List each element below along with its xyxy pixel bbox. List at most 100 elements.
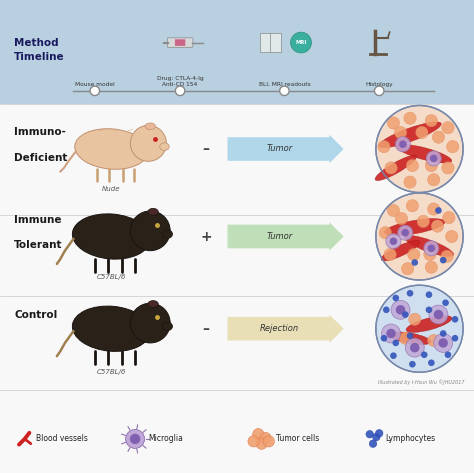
Circle shape [253, 429, 264, 440]
Text: Rejection: Rejection [260, 324, 300, 333]
Text: Lymphocytes: Lymphocytes [385, 434, 435, 444]
Circle shape [401, 229, 409, 236]
Text: Tumor cells: Tumor cells [276, 434, 319, 444]
Circle shape [407, 290, 413, 297]
Circle shape [126, 429, 145, 448]
Circle shape [428, 245, 435, 252]
Circle shape [424, 248, 436, 261]
Circle shape [410, 343, 419, 352]
Ellipse shape [381, 241, 420, 261]
Text: C57BL/6: C57BL/6 [97, 274, 126, 280]
FancyArrow shape [228, 222, 344, 251]
Text: Microglia: Microglia [148, 434, 183, 444]
Ellipse shape [379, 122, 441, 148]
Circle shape [435, 207, 442, 214]
Circle shape [396, 305, 405, 315]
Text: Blood vessels: Blood vessels [36, 434, 87, 444]
Circle shape [426, 151, 441, 166]
Text: –: – [203, 142, 210, 156]
Circle shape [447, 140, 459, 153]
Circle shape [424, 241, 439, 256]
Circle shape [387, 204, 400, 217]
Text: Control: Control [14, 310, 57, 321]
Ellipse shape [148, 301, 158, 308]
Circle shape [374, 86, 384, 96]
Text: MRI: MRI [295, 40, 307, 45]
Circle shape [379, 227, 392, 239]
Circle shape [260, 432, 271, 444]
Circle shape [431, 220, 444, 232]
Text: Immune: Immune [14, 215, 62, 225]
FancyBboxPatch shape [260, 33, 281, 52]
Circle shape [130, 303, 170, 343]
Circle shape [443, 211, 455, 224]
Circle shape [248, 436, 259, 447]
Circle shape [375, 429, 383, 437]
Circle shape [421, 351, 428, 358]
Circle shape [452, 316, 458, 323]
Text: Illustrated by I-Hsun Wu ©JHU2017: Illustrated by I-Hsun Wu ©JHU2017 [378, 380, 465, 385]
Circle shape [452, 335, 458, 342]
Circle shape [442, 299, 449, 306]
Ellipse shape [148, 208, 158, 216]
Text: Method
Timeline: Method Timeline [14, 38, 65, 62]
Circle shape [263, 436, 274, 447]
Text: Immuno-: Immuno- [14, 127, 66, 138]
Circle shape [425, 114, 438, 127]
Ellipse shape [145, 123, 155, 130]
Ellipse shape [406, 315, 452, 333]
Ellipse shape [160, 143, 169, 150]
Text: Histology: Histology [365, 82, 393, 87]
Circle shape [401, 263, 414, 275]
Circle shape [395, 212, 408, 225]
Circle shape [426, 307, 432, 313]
Circle shape [442, 162, 454, 174]
Circle shape [369, 440, 377, 447]
Circle shape [409, 313, 421, 325]
Circle shape [399, 332, 411, 344]
Circle shape [130, 211, 170, 251]
Ellipse shape [375, 155, 417, 181]
Circle shape [440, 330, 447, 337]
FancyArrow shape [228, 135, 344, 163]
Text: Drug: CTLA-4-Ig
Anti-CD 154: Drug: CTLA-4-Ig Anti-CD 154 [157, 76, 203, 87]
Ellipse shape [75, 129, 148, 169]
Circle shape [425, 159, 438, 172]
Circle shape [392, 295, 399, 301]
Circle shape [408, 248, 420, 261]
Circle shape [438, 338, 448, 348]
Text: Mouse model: Mouse model [75, 82, 115, 87]
Circle shape [405, 338, 424, 357]
Text: –: – [203, 322, 210, 336]
Circle shape [430, 155, 438, 162]
Text: Nude: Nude [102, 186, 121, 192]
Circle shape [407, 333, 413, 339]
Circle shape [434, 333, 453, 352]
Circle shape [90, 86, 100, 96]
Circle shape [434, 310, 443, 319]
Ellipse shape [384, 219, 445, 236]
Circle shape [446, 230, 458, 243]
Circle shape [402, 311, 409, 318]
Circle shape [256, 438, 267, 449]
Circle shape [445, 351, 451, 358]
Circle shape [366, 430, 374, 438]
Text: Deficient: Deficient [14, 152, 68, 163]
Circle shape [428, 174, 440, 186]
Circle shape [404, 176, 416, 188]
Text: Tolerant: Tolerant [14, 240, 63, 250]
Circle shape [406, 159, 419, 172]
Circle shape [378, 140, 390, 153]
Circle shape [381, 335, 387, 342]
Ellipse shape [404, 236, 454, 256]
Text: Tumor: Tumor [267, 144, 293, 154]
Circle shape [386, 329, 396, 338]
Circle shape [386, 234, 401, 249]
Circle shape [130, 434, 140, 444]
Circle shape [385, 162, 397, 174]
Text: Tumor: Tumor [267, 232, 293, 241]
Circle shape [426, 291, 432, 298]
Circle shape [376, 193, 463, 280]
Circle shape [390, 352, 397, 359]
Ellipse shape [397, 144, 452, 163]
